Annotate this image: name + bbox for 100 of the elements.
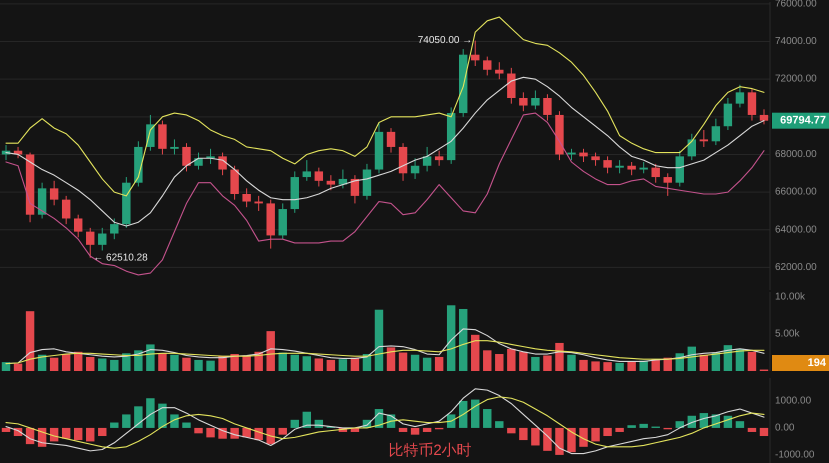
bar [266, 331, 275, 371]
bar [146, 344, 155, 371]
bar [422, 358, 432, 371]
candlestick [302, 160, 312, 182]
bar [182, 422, 191, 428]
bar [483, 409, 492, 428]
annotation: 比特币2小时 [388, 442, 472, 459]
y-tick-label: 72000.00 [775, 74, 818, 85]
bar [134, 406, 143, 428]
y-tick-label: 62000.00 [775, 262, 818, 273]
candlestick [50, 180, 58, 206]
bar [242, 355, 251, 371]
bar [398, 352, 408, 371]
bar [2, 428, 10, 432]
bar [194, 360, 203, 371]
bar [688, 416, 696, 428]
candlestick [170, 138, 179, 155]
candlestick [664, 172, 672, 196]
candlestick [519, 92, 528, 112]
bar [434, 356, 444, 371]
bar [302, 356, 312, 371]
candlestick [434, 150, 444, 166]
bar [290, 354, 299, 371]
bar [62, 428, 70, 439]
candlestick [386, 128, 396, 154]
bar [507, 348, 516, 371]
bar [230, 354, 239, 371]
bar [471, 334, 480, 371]
bar [603, 428, 612, 436]
candlestick [724, 98, 732, 130]
candlestick [62, 195, 70, 225]
bar [74, 428, 82, 440]
line-series [5, 112, 765, 276]
bar [146, 398, 155, 428]
candlestick [14, 146, 22, 159]
bar [2, 362, 10, 371]
y-tick-label: 10.00k [775, 292, 806, 303]
bar [603, 362, 612, 371]
bar [724, 345, 732, 371]
y-tick-label: 64000.00 [775, 224, 818, 236]
annotation: ← 62510.28 [93, 252, 148, 264]
bar [627, 425, 636, 428]
bar [736, 348, 744, 371]
candlestick [651, 163, 660, 184]
bar [386, 347, 396, 371]
candlestick [495, 62, 504, 80]
candlestick [182, 142, 191, 172]
bar [110, 422, 119, 428]
bar [206, 428, 215, 438]
bar [98, 358, 106, 371]
bar [410, 354, 420, 371]
bar [446, 414, 456, 428]
bar [676, 421, 684, 428]
candlestick [700, 130, 708, 148]
y-tick-label: -1000.00 [775, 449, 815, 460]
bar [748, 352, 756, 371]
bar [326, 360, 336, 371]
bar [579, 360, 588, 371]
bar [471, 400, 480, 428]
candlestick [242, 188, 251, 208]
bar [531, 356, 540, 371]
candlestick [110, 218, 119, 240]
bar [26, 311, 34, 371]
bar [410, 428, 420, 435]
bar [86, 428, 94, 442]
candlestick [748, 88, 756, 122]
bar [615, 362, 624, 371]
candlestick [591, 152, 600, 166]
bar [543, 355, 552, 371]
candlestick [422, 146, 432, 172]
annotation: 74050.00 → [418, 35, 472, 46]
y-tick-label: 0.00 [775, 422, 795, 434]
bar [14, 364, 22, 371]
bar [724, 416, 732, 428]
candlestick [688, 133, 696, 161]
bar [483, 350, 492, 371]
bar [507, 428, 516, 434]
candlestick [627, 162, 636, 176]
candlestick [254, 195, 263, 212]
bar [206, 360, 215, 371]
bar [158, 353, 167, 371]
candlestick [98, 227, 106, 251]
bar [158, 404, 167, 428]
candlestick [736, 84, 744, 108]
candlestick [483, 56, 492, 76]
y-tick-label: 66000.00 [775, 186, 818, 198]
candlestick [350, 174, 360, 204]
bar [458, 400, 468, 428]
bar [278, 428, 287, 435]
bar [591, 428, 600, 442]
bar [700, 354, 708, 371]
y-tick-label: 68000.00 [775, 148, 818, 160]
bar [664, 358, 672, 371]
candlestick [314, 167, 324, 187]
bar [748, 428, 756, 432]
y-tick-label: 74000.00 [775, 36, 818, 48]
bar [519, 428, 528, 440]
bar [422, 428, 432, 432]
bar [338, 359, 348, 371]
bar [760, 428, 768, 436]
